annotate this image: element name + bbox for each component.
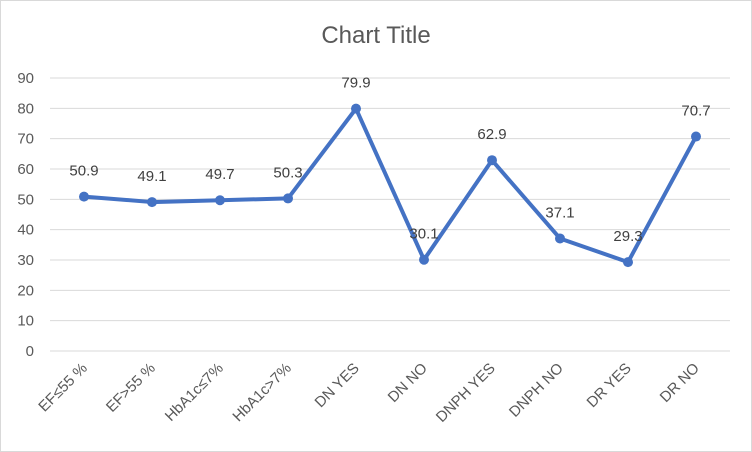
x-tick-label: HbA1c≤7% <box>162 360 227 425</box>
y-tick-label: 0 <box>26 343 34 360</box>
data-point <box>215 195 225 206</box>
data-label: 62.9 <box>477 126 506 143</box>
data-point <box>419 254 429 265</box>
y-tick-label: 70 <box>17 131 34 148</box>
data-point <box>487 155 497 166</box>
y-tick-label: 60 <box>17 161 34 178</box>
data-label: 50.9 <box>69 163 98 180</box>
data-label: 49.7 <box>205 166 234 183</box>
data-label: 70.7 <box>681 103 710 120</box>
series-line <box>82 106 698 265</box>
x-tick-label: DR NO <box>657 360 703 406</box>
x-tick-label: DN NO <box>385 360 431 406</box>
data-point <box>79 191 89 202</box>
x-tick-label: HbA1c>7% <box>229 360 294 425</box>
data-label: 29.3 <box>613 228 642 245</box>
data-point <box>283 193 293 204</box>
y-tick-label: 80 <box>17 100 34 117</box>
y-tick-label: 90 <box>17 70 34 87</box>
data-label: 50.3 <box>273 164 302 181</box>
data-label: 79.9 <box>341 75 370 92</box>
y-tick-label: 20 <box>17 282 34 299</box>
x-tick-label: EF>55 % <box>103 360 159 416</box>
y-tick-label: 40 <box>17 222 34 239</box>
data-point <box>555 233 565 244</box>
y-tick-label: 50 <box>17 191 34 208</box>
data-label: 49.1 <box>137 168 166 185</box>
data-point <box>691 131 701 142</box>
y-tick-label: 10 <box>17 313 34 330</box>
data-point <box>351 103 361 114</box>
data-label: 37.1 <box>545 204 574 221</box>
y-tick-label: 30 <box>17 252 34 269</box>
x-tick-label: DR YES <box>584 360 635 411</box>
x-tick-label: DNPH YES <box>433 360 499 426</box>
x-tick-label: DNPH NO <box>506 360 567 421</box>
data-point <box>147 197 157 208</box>
data-label: 30.1 <box>409 226 438 243</box>
chart-title: Chart Title <box>321 22 430 49</box>
data-point <box>623 257 633 268</box>
x-tick-label: DN YES <box>312 360 363 411</box>
x-tick-label: EF≤55 % <box>35 360 91 416</box>
